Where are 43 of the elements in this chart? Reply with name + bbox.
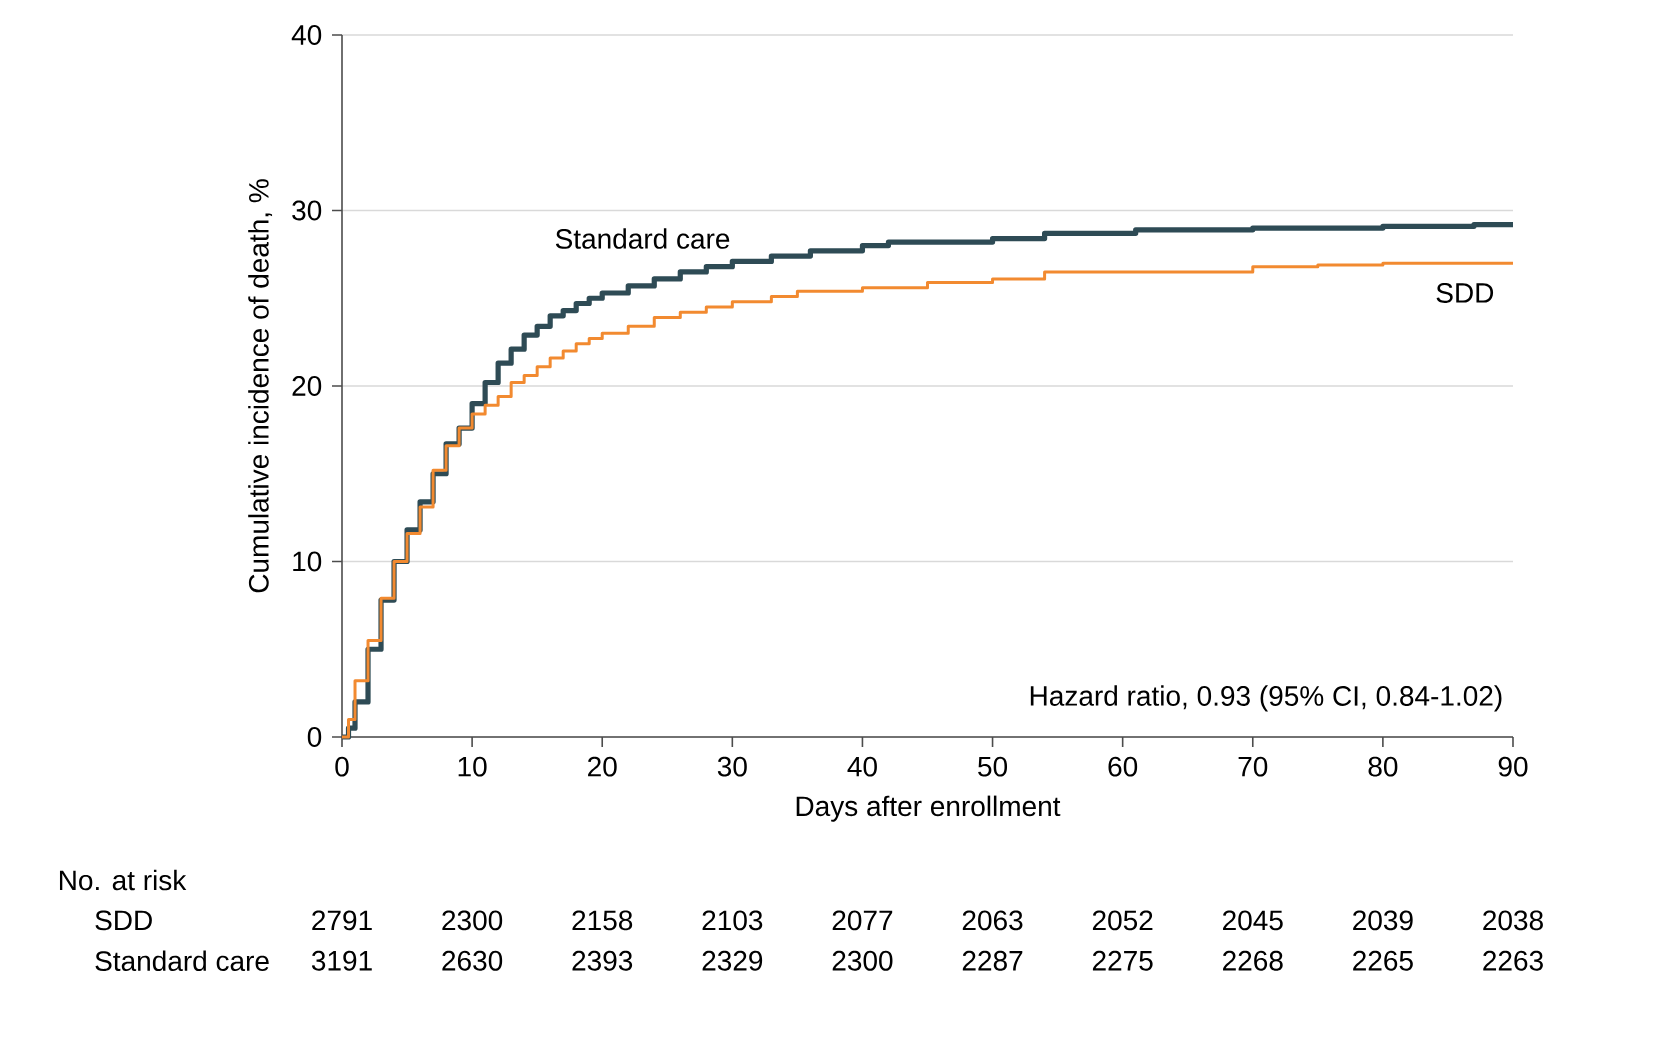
annotation: Hazard ratio, 0.93 (95% CI, 0.84-1.02) xyxy=(1030,685,1502,712)
text: 2263 xyxy=(1483,950,1543,971)
text: 2045 xyxy=(1223,910,1283,931)
text: 2265 xyxy=(1353,950,1413,971)
series-label: SDD xyxy=(1436,283,1494,303)
text: 2791 xyxy=(312,910,372,931)
text: 3191 xyxy=(311,950,372,971)
x-tick-label: 20 xyxy=(588,756,617,777)
y-tick-label: 40 xyxy=(291,25,322,45)
x-tick-label: 50 xyxy=(978,756,1008,777)
x-tick-label: 80 xyxy=(1368,756,1398,777)
y-axis-title: Cumulative incidence of death, % xyxy=(248,179,273,593)
text: 2063 xyxy=(962,910,1023,931)
text: 2103 xyxy=(702,910,763,931)
series-label: Standard care xyxy=(555,228,730,249)
y-tick-label: 0 xyxy=(307,727,322,747)
text: No. at risk xyxy=(59,869,187,891)
text: 2039 xyxy=(1353,910,1413,931)
text: 2052 xyxy=(1092,910,1153,931)
text: 2300 xyxy=(832,950,893,971)
y-tick-label: 10 xyxy=(293,551,322,572)
x-tick-label: 30 xyxy=(717,756,747,777)
text: 2268 xyxy=(1223,950,1283,971)
x-tick-label: 90 xyxy=(1498,756,1528,777)
x-tick-label: 10 xyxy=(458,756,487,777)
y-tick-label: 20 xyxy=(292,376,322,396)
text: 2393 xyxy=(572,950,633,971)
x-tick-label: 40 xyxy=(847,756,877,777)
text: Standard care xyxy=(95,950,269,972)
x-tick-label: 60 xyxy=(1108,756,1138,777)
text: 2275 xyxy=(1092,950,1153,971)
y-tick-label: 30 xyxy=(292,200,322,221)
text: 2287 xyxy=(962,950,1023,971)
x-tick-label: 0 xyxy=(335,756,349,777)
text: 2300 xyxy=(442,910,503,931)
text: 2329 xyxy=(702,950,763,971)
text: 2630 xyxy=(442,950,503,971)
text: 2158 xyxy=(572,910,633,931)
text: SDD xyxy=(95,910,152,931)
text: 2038 xyxy=(1483,910,1543,931)
text: 2077 xyxy=(832,910,893,931)
x-axis-title: Days after enrollment xyxy=(796,795,1061,822)
x-tick-label: 70 xyxy=(1238,756,1268,777)
